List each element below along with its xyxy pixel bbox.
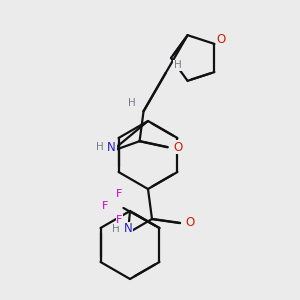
Text: O: O [217, 33, 226, 46]
Text: H: H [112, 224, 120, 234]
Text: O: O [173, 141, 182, 154]
Text: N: N [107, 141, 116, 154]
Text: H: H [128, 98, 136, 108]
Text: F: F [116, 189, 123, 199]
Text: F: F [116, 215, 123, 225]
Text: N: N [124, 223, 132, 236]
Text: O: O [185, 217, 195, 230]
Text: F: F [102, 201, 109, 211]
Text: H: H [96, 142, 104, 152]
Text: H: H [174, 60, 182, 70]
